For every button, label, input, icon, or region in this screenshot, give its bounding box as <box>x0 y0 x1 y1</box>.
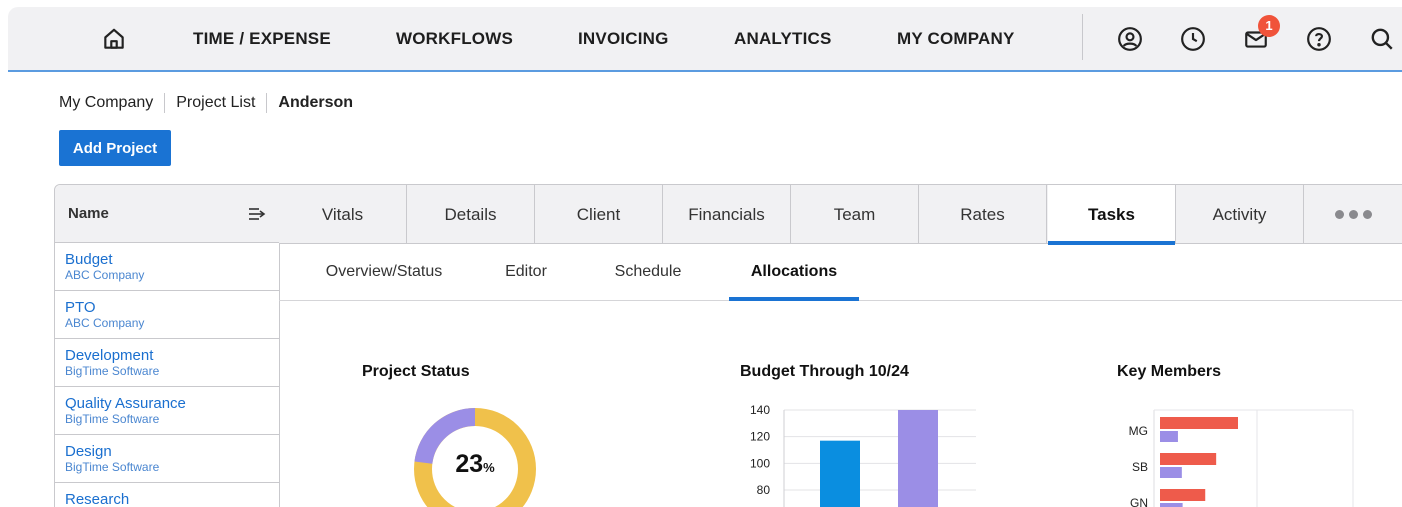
member-label: SB <box>1132 460 1148 474</box>
key-members-title: Key Members <box>1117 363 1222 380</box>
breadcrumb-divider <box>266 93 268 113</box>
more-tabs-button[interactable] <box>1304 185 1402 244</box>
breadcrumb-project-list[interactable]: Project List <box>176 94 256 111</box>
project-list-item[interactable]: Design BigTime Software <box>55 435 279 483</box>
project-list-item[interactable]: Development BigTime Software <box>55 339 279 387</box>
tab-rates[interactable]: Rates <box>919 185 1047 244</box>
breadcrumb-divider <box>164 93 166 113</box>
percent-value: 23 <box>455 450 484 478</box>
breadcrumb-current: Anderson <box>278 94 354 111</box>
project-company: BigTime Software <box>65 460 160 474</box>
search-icon[interactable] <box>1362 19 1402 59</box>
budget-bar <box>820 440 860 507</box>
project-name: PTO <box>65 299 96 316</box>
member-bar-primary <box>1160 489 1206 501</box>
nav-divider <box>1082 14 1083 60</box>
nav-my-company[interactable]: MY COMPANY <box>897 29 1015 48</box>
home-icon[interactable] <box>94 19 134 59</box>
subtab-overview-status[interactable]: Overview/Status <box>325 263 443 280</box>
tab-activity[interactable]: Activity <box>1176 185 1304 244</box>
breadcrumb-my-company[interactable]: My Company <box>59 94 154 111</box>
mail-badge: 1 <box>1258 15 1280 37</box>
nav-invoicing[interactable]: INVOICING <box>578 29 669 48</box>
top-nav-bar: TIME / EXPENSE WORKFLOWS INVOICING ANALY… <box>8 7 1402 72</box>
nav-workflows[interactable]: WORKFLOWS <box>396 29 513 48</box>
project-status-title: Project Status <box>362 363 470 380</box>
member-bar-primary <box>1160 453 1217 465</box>
member-bar-secondary <box>1160 503 1183 507</box>
project-name: Design <box>65 443 112 460</box>
nav-time-expense[interactable]: TIME / EXPENSE <box>193 29 331 48</box>
member-bar-secondary <box>1160 467 1182 478</box>
help-icon[interactable] <box>1299 19 1339 59</box>
y-tick-label: 80 <box>757 483 771 497</box>
project-company: ABC Company <box>65 268 145 282</box>
project-status-donut: 23% <box>412 406 538 507</box>
project-list-panel: Name Budget ABC Company PTO ABC Company … <box>54 184 280 507</box>
budget-chart-title: Budget Through 10/24 <box>740 363 909 380</box>
project-company: ABC Company <box>65 316 145 330</box>
project-company: BigTime Software <box>65 412 160 426</box>
name-column-header: Name <box>68 205 109 222</box>
more-dots-icon <box>1334 210 1372 219</box>
nav-analytics[interactable]: ANALYTICS <box>734 29 832 48</box>
y-tick-label: 120 <box>750 430 770 444</box>
project-name: Budget <box>65 251 113 268</box>
tab-financials[interactable]: Financials <box>663 185 791 244</box>
project-list-header: Name <box>55 185 279 243</box>
subtab-schedule[interactable]: Schedule <box>614 263 682 280</box>
member-bar-primary <box>1160 417 1238 429</box>
project-list-item[interactable]: Research <box>55 483 279 507</box>
tab-tasks[interactable]: Tasks <box>1048 185 1176 245</box>
budget-bar-chart: 140 120 100 80 <box>750 403 976 507</box>
project-company: BigTime Software <box>65 364 160 378</box>
tab-details[interactable]: Details <box>407 185 535 244</box>
member-label: GN <box>1130 496 1148 507</box>
project-name: Research <box>65 491 130 507</box>
y-tick-label: 140 <box>750 403 770 417</box>
donut-complete-arc <box>414 408 536 507</box>
collapse-list-icon[interactable] <box>247 204 267 224</box>
tab-team[interactable]: Team <box>791 185 919 244</box>
project-list-item[interactable]: Quality Assurance BigTime Software <box>55 387 279 435</box>
project-name: Development <box>65 347 154 364</box>
tab-client[interactable]: Client <box>535 185 663 244</box>
add-project-button[interactable]: Add Project <box>59 130 171 166</box>
clock-icon[interactable] <box>1173 19 1213 59</box>
key-members-bar-chart: MG SB GN <box>1129 409 1354 507</box>
task-subtabs: Overview/Status Editor Schedule Allocati… <box>279 244 1402 301</box>
subtab-allocations[interactable]: Allocations <box>729 244 859 301</box>
mail-icon[interactable]: 1 <box>1236 15 1280 59</box>
subtab-editor[interactable]: Editor <box>505 263 547 280</box>
project-tabs: Vitals Details Client Financials Team Ra… <box>279 184 1402 245</box>
project-list-item[interactable]: PTO ABC Company <box>55 291 279 339</box>
project-name: Quality Assurance <box>65 395 186 412</box>
member-bar-secondary <box>1160 431 1178 442</box>
budget-bar <box>898 410 938 507</box>
breadcrumb: My Company Project List Anderson <box>59 92 353 114</box>
percent-sign: % <box>483 460 495 475</box>
member-label: MG <box>1129 424 1148 438</box>
account-icon[interactable] <box>1110 19 1150 59</box>
tab-vitals[interactable]: Vitals <box>279 185 407 244</box>
project-list-item[interactable]: Budget ABC Company <box>55 243 279 291</box>
project-status-percent: 23% <box>412 450 538 479</box>
y-tick-label: 100 <box>750 456 770 470</box>
